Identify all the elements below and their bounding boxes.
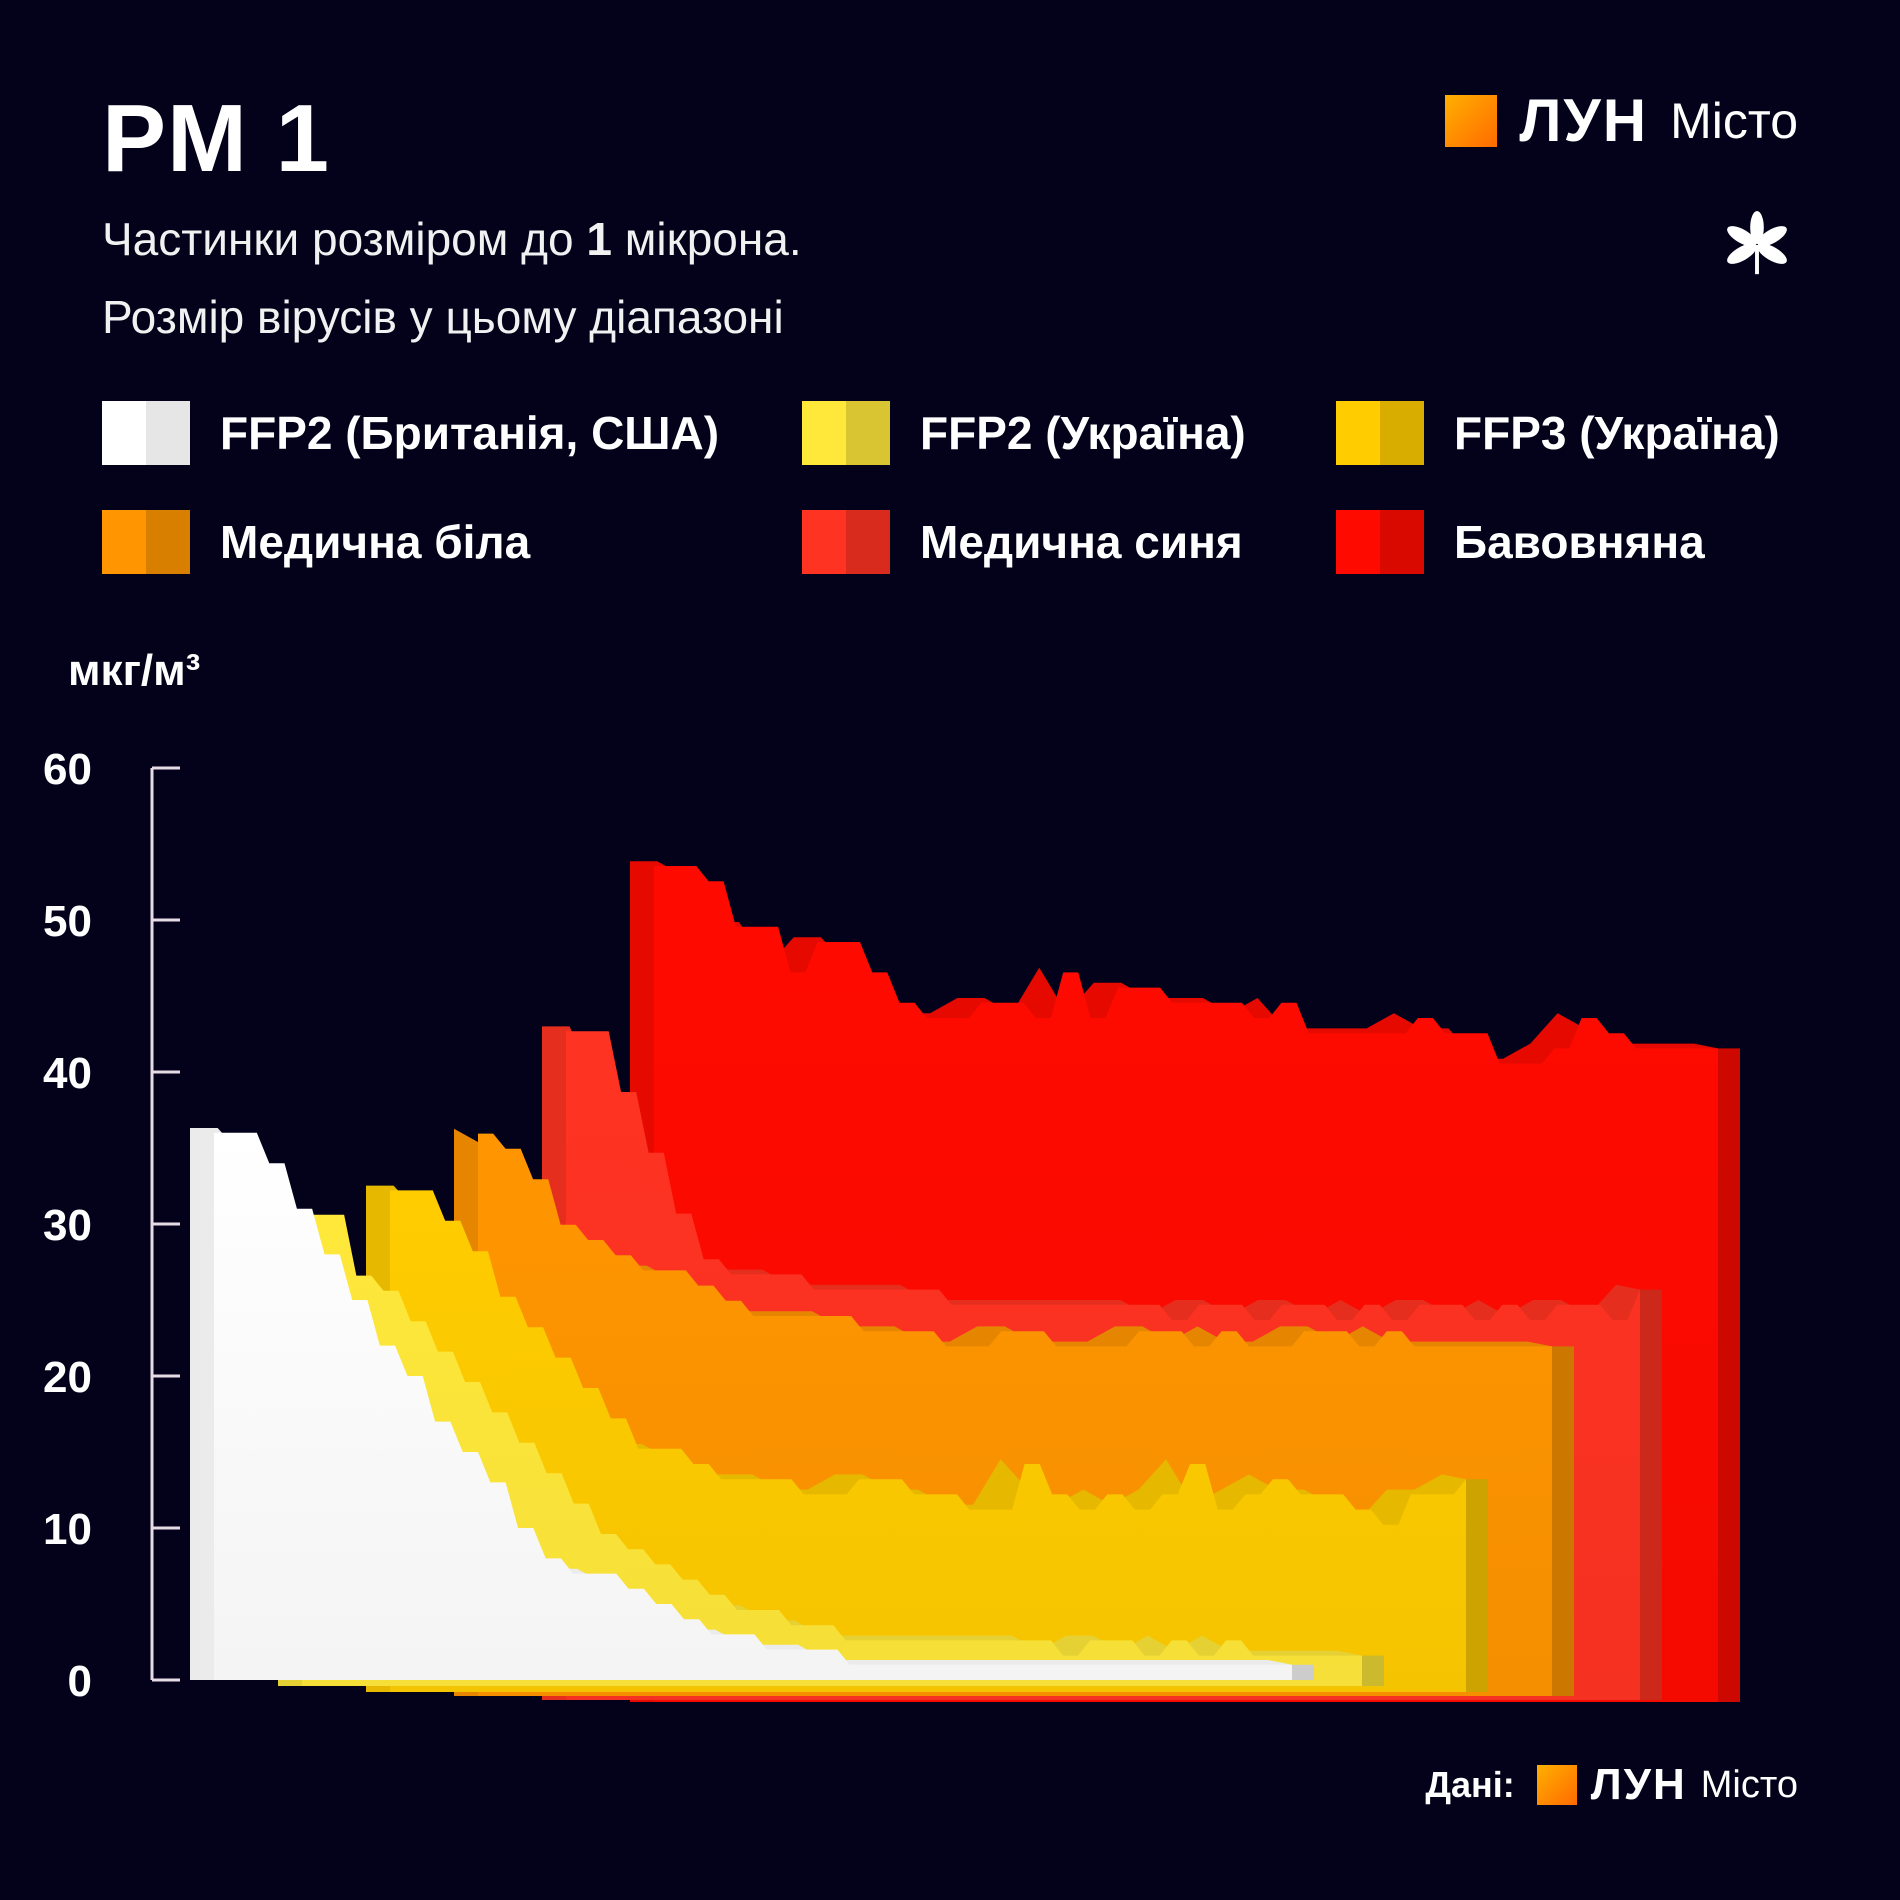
chestnut-leaf-icon (1727, 210, 1787, 275)
y-tick-label: 20 (43, 1353, 92, 1402)
legend-item: Медична біла (102, 510, 530, 574)
legend-label: Медична синя (920, 516, 1243, 568)
legend-label: Бавовняна (1454, 516, 1705, 568)
lun-square-icon (1445, 94, 1498, 147)
series-end-face (1292, 1664, 1314, 1680)
legend-item: FFP2 (Україна) (802, 401, 1246, 465)
y-axis-unit: мкг/м³ (68, 646, 201, 695)
legend-swatch (802, 401, 890, 465)
legend-item: Медична синя (802, 510, 1243, 574)
brand-misto: Місто (1670, 92, 1798, 149)
series-end-face (1362, 1655, 1384, 1686)
series-end-face (1640, 1289, 1662, 1700)
legend-item: FFP2 (Британія, США) (102, 401, 719, 465)
source-label: Дані: (1425, 1764, 1515, 1805)
data-source: Дані: ЛУН Місто (1425, 1760, 1798, 1810)
y-tick-label: 40 (43, 1049, 92, 1098)
y-tick-label: 0 (68, 1657, 92, 1706)
legend-swatch (1336, 510, 1424, 574)
subtitle-bold-number: 1 (586, 213, 612, 265)
legend-item: FFP3 (Україна) (1336, 401, 1780, 465)
legend-swatch (102, 510, 190, 574)
subtitle-text: Частинки розміром до (102, 213, 587, 265)
legend-swatch (102, 401, 190, 465)
legend-label: FFP2 (Україна) (920, 407, 1246, 459)
page-title: PM 1 (102, 85, 331, 192)
series-area (214, 1132, 1292, 1680)
source-misto: Місто (1700, 1763, 1798, 1806)
legend-swatch (1336, 401, 1424, 465)
legend-swatch (802, 510, 890, 574)
legend-label: FFP3 (Україна) (1454, 407, 1780, 459)
series-end-face (1552, 1346, 1574, 1696)
y-tick-label: 60 (43, 745, 92, 794)
y-tick-label: 10 (43, 1505, 92, 1554)
legend-label: FFP2 (Британія, США) (220, 407, 720, 459)
series-end-face (1466, 1479, 1488, 1692)
lun-square-icon-small (1536, 1765, 1577, 1805)
brand-lun: ЛУН (1519, 87, 1649, 154)
subtitle-line-1: Частинки розміром до 1 мікрона. (102, 212, 802, 266)
y-tick-label: 30 (43, 1201, 92, 1250)
brand-logo: ЛУН Місто (1445, 86, 1798, 155)
legend-label: Медична біла (220, 516, 531, 568)
subtitle-line-2: Розмір вірусів у цьому діапазоні (102, 291, 784, 343)
legend-item: Бавовняна (1336, 510, 1705, 574)
source-lun: ЛУН (1590, 1760, 1687, 1809)
series-0 (190, 1128, 1314, 1680)
series-end-face (1718, 1048, 1740, 1702)
subtitle-text-end: мікрона. (611, 213, 802, 265)
y-tick-label: 50 (43, 897, 92, 946)
